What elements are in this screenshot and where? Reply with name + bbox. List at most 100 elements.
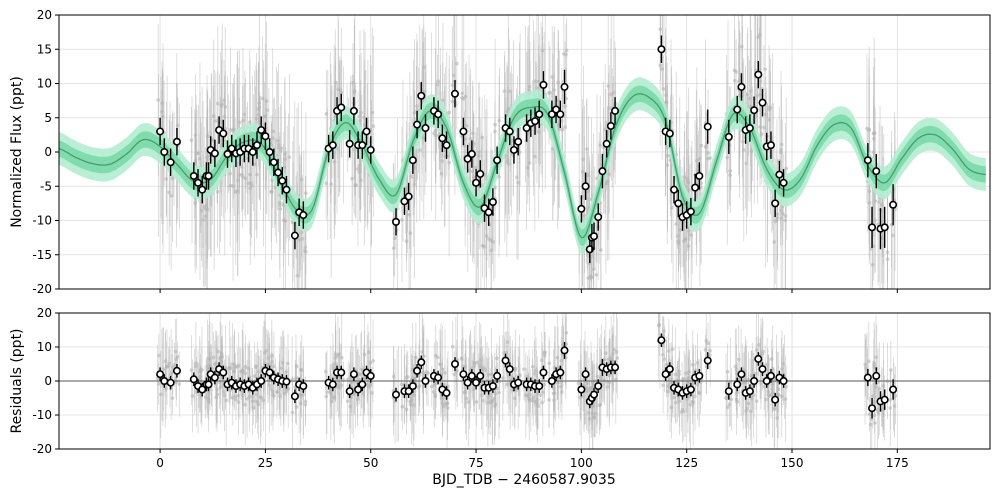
residuals-point <box>758 365 767 374</box>
residuals-raw-point <box>542 382 547 387</box>
residuals-point <box>450 359 459 368</box>
residuals-raw-point <box>754 399 759 403</box>
residuals-point <box>459 370 468 379</box>
residuals-ytick-label: 20 <box>37 306 52 320</box>
residuals-raw-point <box>749 396 754 401</box>
flux-point <box>160 148 169 157</box>
flux-point <box>198 185 207 194</box>
residuals-raw-point <box>220 354 224 359</box>
flux-raw-point <box>536 79 541 84</box>
flux-point <box>438 134 447 143</box>
flux-raw-point <box>240 172 244 177</box>
flux-raw-point <box>552 88 556 92</box>
flux-point <box>556 110 565 119</box>
flux-raw-point <box>231 184 235 188</box>
flux-raw-point <box>665 163 669 167</box>
flux-raw-point <box>661 87 666 91</box>
residuals-xtick-label: 75 <box>468 456 483 470</box>
residuals-raw-point <box>697 390 701 395</box>
residuals-raw-point <box>708 348 712 353</box>
residuals-raw-point <box>345 399 350 403</box>
residuals-raw-point <box>452 372 456 377</box>
flux-raw-point <box>557 127 562 132</box>
flux-raw-point <box>262 114 267 119</box>
residuals-point <box>265 368 274 377</box>
flux-ytick-label: 5 <box>44 111 52 125</box>
residuals-point <box>611 363 620 372</box>
residuals-raw-point <box>873 421 877 425</box>
residuals-raw-point <box>729 397 734 402</box>
flux-raw-point <box>205 134 210 139</box>
residuals-raw-point <box>348 404 353 409</box>
residuals-raw-point <box>212 362 217 367</box>
flux-point <box>674 199 683 208</box>
residuals-raw-point <box>505 382 509 387</box>
flux-raw-point <box>706 156 710 161</box>
flux-point <box>282 185 291 194</box>
flux-point <box>450 89 459 98</box>
flux-point <box>265 148 274 157</box>
flux-raw-point <box>442 148 447 153</box>
flux-point <box>257 126 266 135</box>
flux-raw-point <box>548 90 552 95</box>
flux-point <box>413 120 422 129</box>
residuals-raw-point <box>682 409 686 414</box>
flux-point <box>219 129 228 138</box>
residuals-raw-point <box>290 377 294 382</box>
residuals-point <box>349 370 358 379</box>
residuals-ytick-label: -20 <box>32 442 52 456</box>
residuals-point <box>442 388 451 397</box>
residuals-raw-point <box>189 368 194 372</box>
flux-raw-point <box>493 122 497 127</box>
flux-raw-point <box>446 154 451 158</box>
residuals-point <box>539 368 548 377</box>
flux-ytick-label: -15 <box>32 248 52 262</box>
residuals-raw-point <box>518 373 522 377</box>
residuals-point <box>695 371 704 380</box>
residuals-raw-point <box>874 355 878 360</box>
model-band-inner <box>59 85 986 246</box>
residuals-raw-point <box>435 355 440 360</box>
flux-raw-point <box>350 176 354 181</box>
flux-raw-point <box>275 138 280 143</box>
flux-point <box>345 139 354 148</box>
residuals-panel: 0 25 50 75 100 125 150 175 -20 -10 0 10 20 Residuals… <box>9 306 991 488</box>
flux-raw-point <box>283 219 288 223</box>
flux-raw-point <box>491 240 496 244</box>
flux-point <box>299 211 308 220</box>
residuals-point <box>872 371 881 380</box>
residuals-raw-point <box>325 390 329 395</box>
residuals-raw-point <box>672 395 676 400</box>
residuals-xtick-label: 175 <box>886 456 909 470</box>
residuals-raw-point <box>474 400 479 404</box>
flux-raw-point <box>477 150 481 154</box>
residuals-point <box>467 371 476 380</box>
residuals-point <box>172 366 181 375</box>
residuals-raw-point <box>533 368 537 373</box>
residuals-point <box>189 375 198 384</box>
residuals-point <box>299 382 308 391</box>
residuals-point <box>594 382 603 391</box>
flux-raw-point <box>783 214 788 218</box>
residuals-raw-point <box>166 364 171 368</box>
flux-model <box>59 77 986 255</box>
flux-ytick-label: 20 <box>37 8 52 22</box>
residuals-point <box>408 382 417 391</box>
flux-raw-point <box>433 133 438 138</box>
residuals-xtick-label: 100 <box>570 456 593 470</box>
residuals-raw-point <box>764 397 768 402</box>
flux-raw-point <box>659 11 663 15</box>
flux-raw-point <box>265 108 269 112</box>
residuals-raw-point <box>172 363 177 367</box>
flux-point <box>581 182 590 191</box>
flux-point <box>577 204 586 213</box>
flux-point <box>408 156 417 165</box>
residuals-xtick-label: 125 <box>675 456 698 470</box>
flux-point <box>484 208 493 217</box>
residuals-raw-point <box>760 352 765 356</box>
flux-point <box>290 231 299 240</box>
residuals-point <box>657 336 666 345</box>
residuals-point <box>661 370 670 379</box>
flux-point <box>889 200 898 209</box>
